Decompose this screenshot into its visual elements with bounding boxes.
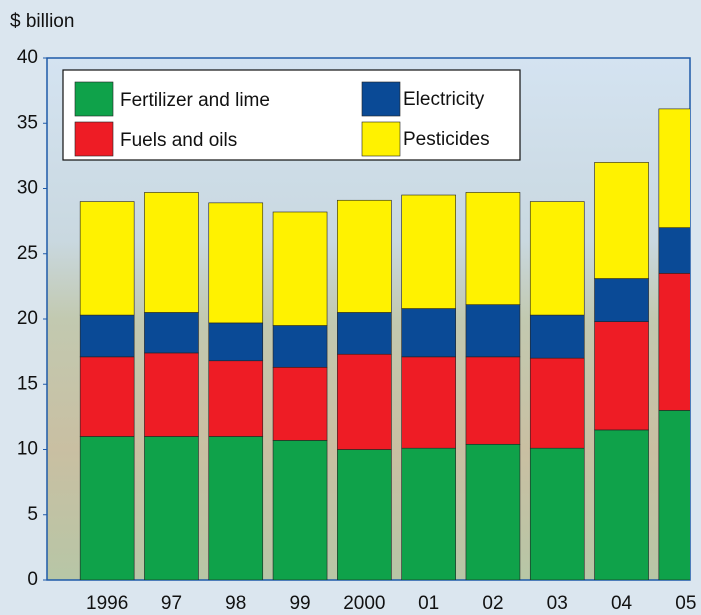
bar-segment <box>80 202 134 316</box>
bar-segment <box>337 312 391 354</box>
chart: $ billion 051015202530354019969798992000… <box>0 0 701 615</box>
legend-swatch <box>362 82 400 116</box>
bar-segment <box>595 322 649 430</box>
bar-segment <box>402 195 456 309</box>
bar-segment <box>144 353 198 437</box>
bar-segment <box>530 315 584 358</box>
bar-segment <box>595 279 649 322</box>
y-tick-label: 30 <box>17 178 38 199</box>
bar-segment <box>402 309 456 357</box>
bar-segment <box>337 200 391 312</box>
bar-segment <box>144 436 198 580</box>
y-tick-label: 15 <box>17 373 38 394</box>
legend-label: Fuels and oils <box>120 130 237 151</box>
legend-swatch <box>362 122 400 156</box>
bar-segment <box>659 109 701 228</box>
bar-segment <box>595 162 649 278</box>
bar-segment <box>144 312 198 352</box>
legend-label: Fertilizer and lime <box>120 90 270 111</box>
bar-segment <box>466 444 520 580</box>
bar-segment <box>80 357 134 437</box>
y-tick-label: 0 <box>27 569 38 590</box>
y-tick-label: 40 <box>17 47 38 68</box>
bar-segment <box>402 448 456 580</box>
y-tick-label: 25 <box>17 243 38 264</box>
x-tick-label: 02 <box>482 593 503 614</box>
bar-segment <box>659 410 701 580</box>
bar-segment <box>273 212 327 326</box>
x-tick-label: 2000 <box>343 593 385 614</box>
bar-segment <box>273 326 327 368</box>
bar-segment <box>337 450 391 581</box>
bar-segment <box>273 367 327 440</box>
bar-segment <box>466 305 520 357</box>
bar-segment <box>466 357 520 444</box>
legend-swatch <box>75 122 113 156</box>
bar-segment <box>80 436 134 580</box>
x-tick-label: 99 <box>289 593 310 614</box>
bar-segment <box>209 203 263 323</box>
bar-segment <box>80 315 134 357</box>
legend-label: Electricity <box>403 89 485 110</box>
y-tick-label: 20 <box>17 308 38 329</box>
x-tick-label: 97 <box>161 593 182 614</box>
bar-segment <box>209 436 263 580</box>
x-tick-label: 98 <box>225 593 246 614</box>
legend-label: Pesticides <box>403 129 490 150</box>
bar-segment <box>595 430 649 580</box>
bar-segment <box>209 323 263 361</box>
bar-segment <box>530 448 584 580</box>
bar-segment <box>144 192 198 312</box>
y-tick-label: 10 <box>17 439 38 460</box>
y-axis-label: $ billion <box>10 11 74 32</box>
bar-segment <box>209 361 263 437</box>
legend-swatch <box>75 82 113 116</box>
bar-segment <box>659 228 701 274</box>
y-tick-label: 5 <box>27 504 38 525</box>
x-tick-label: 05 <box>675 593 696 614</box>
bar-segment <box>659 273 701 410</box>
bar-segment <box>530 202 584 316</box>
x-tick-label: 01 <box>418 593 439 614</box>
x-tick-label: 03 <box>547 593 568 614</box>
x-tick-label: 04 <box>611 593 633 614</box>
bar-segment <box>402 357 456 448</box>
y-tick-label: 35 <box>17 112 38 133</box>
bar-segment <box>466 192 520 304</box>
bar-segment <box>530 358 584 448</box>
bar-segment <box>273 440 327 580</box>
x-tick-label: 1996 <box>86 593 128 614</box>
bar-segment <box>337 354 391 449</box>
